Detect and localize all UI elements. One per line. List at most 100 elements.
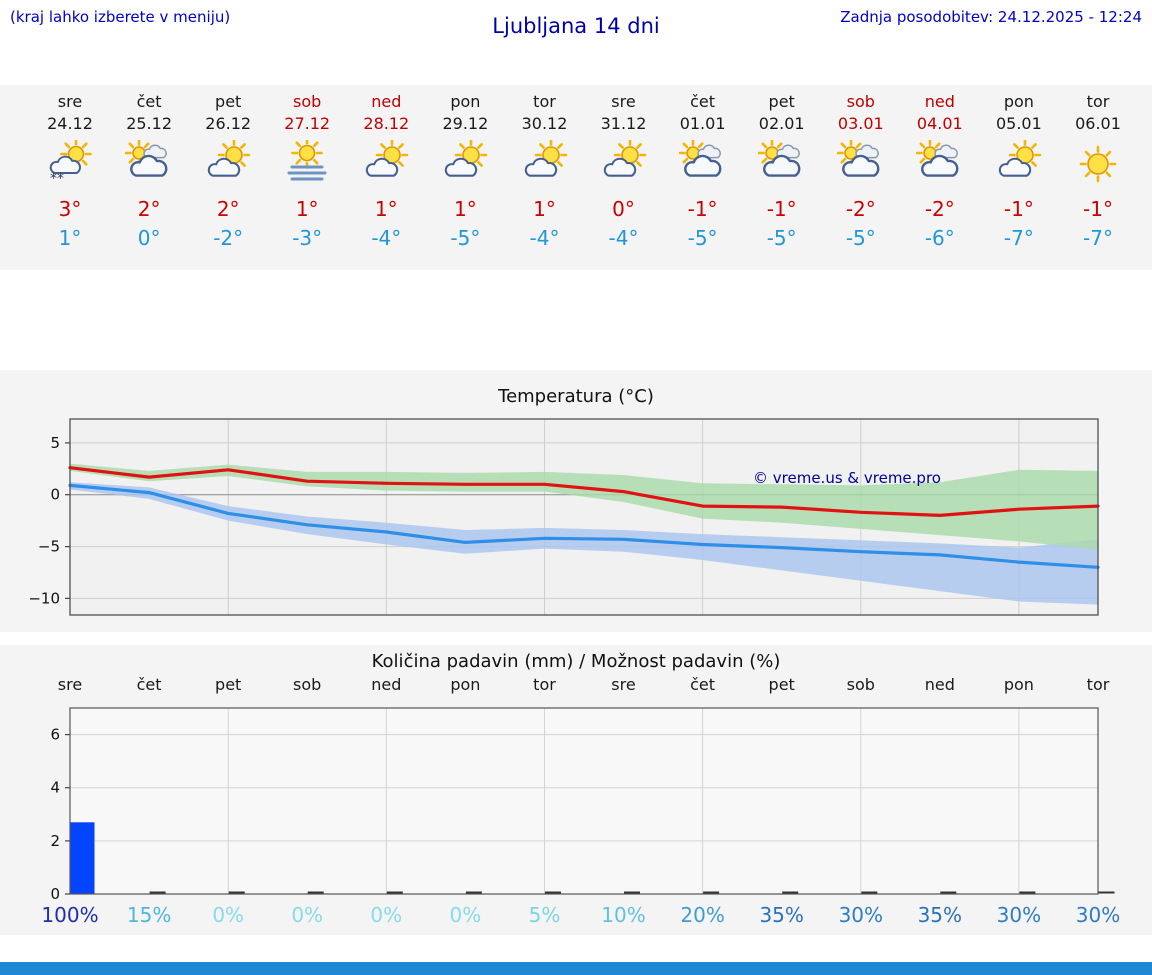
day-name: ned [924,92,955,111]
low-temperature: -5° [450,226,481,250]
temperature-section: Temperatura (°C) © vreme.us & vreme.pro 5… [0,370,1152,632]
low-temperature: -4° [608,226,639,250]
high-temperature: 1° [374,197,398,221]
high-temperature: -1° [687,197,718,221]
day-name: tor [1086,92,1110,111]
forecast-day: sre 24.12 ** 3° 1° [30,91,110,250]
low-temperature: -4° [371,226,402,250]
partly-icon [362,138,410,188]
day-name: sre [57,92,83,111]
page-title: Ljubljana 14 dni [492,14,660,38]
partly-icon [995,138,1043,188]
precip-day-label: tor [533,675,556,694]
precip-day-label: čet [690,675,716,694]
partly-icon [204,138,252,188]
day-date: 24.12 [47,114,93,133]
partly-snow-icon: ** [46,138,94,188]
forecast-day: pet 26.12 2° -2° [188,91,268,250]
day-date: 28.12 [363,114,410,133]
precip-day-label: sob [846,675,875,694]
precip-probability: 15% [126,903,172,927]
day-name: ned [371,92,402,111]
footer-bar [0,962,1152,975]
forecast-day: pon 29.12 1° -5° [425,91,505,250]
day-date: 01.01 [679,114,726,133]
max-temperature-range-band [70,463,1098,550]
precip-probability: 30% [996,903,1042,927]
high-temperature: 1° [295,197,319,221]
precip-probability: 100% [41,903,99,927]
high-temperature: -2° [845,197,876,221]
day-name: pet [215,92,242,111]
min-temperature-range-band [70,482,1098,605]
precip-ytick-label: 4 [50,779,60,797]
precip-day-label: ned [371,675,402,694]
precip-probability: 0% [212,903,245,927]
zero-precip-mark [1098,891,1115,894]
day-name: čet [690,92,716,111]
zero-precip-mark [386,891,403,894]
temp-ytick-label: −5 [38,538,60,556]
forecast-day: sre 31.12 0° -4° [584,91,664,250]
high-temperature: 2° [137,197,161,221]
forecast-day: tor 06.01 -1° -7° [1058,91,1138,250]
zero-precip-mark [703,891,720,894]
precip-probability: 0% [291,903,324,927]
precip-probability: 35% [917,903,963,927]
zero-precip-mark [545,891,561,894]
precip-day-label: pon [450,675,481,694]
precip-ytick-label: 2 [50,832,60,850]
day-date: 04.01 [916,114,963,133]
forecast-day: pet 02.01 -1° -5° [742,91,822,250]
low-temperature: -7° [1003,226,1034,250]
forecast-day: tor 30.12 1° -4° [505,91,585,250]
precipitation-chart-title: Količina padavin (mm) / Možnost padavin … [371,651,781,672]
partly-icon [441,138,489,188]
forecast-day: čet 01.01 -1° -5° [663,91,743,250]
precip-day-label: pet [215,675,242,694]
max-temperature-line [68,466,1100,518]
zero-precip-mark [307,891,324,894]
precip-day-label: sre [611,675,636,694]
day-date: 03.01 [837,114,884,133]
partly-icon [600,138,648,188]
mostly-cloudy-icon [836,138,885,188]
day-name: pet [768,92,795,111]
day-date: 02.01 [758,114,805,133]
zero-precip-mark [782,891,799,894]
high-temperature: 3° [58,197,82,221]
day-date: 26.12 [205,114,252,133]
forecast-day: sob 27.12 1° -3° [267,91,347,250]
precip-probability: 30% [838,903,884,927]
low-temperature: -5° [687,226,718,250]
zero-precip-mark [228,891,245,894]
day-name: pon [1003,92,1034,111]
precip-day-label: pet [768,675,795,694]
day-name: sob [293,92,322,111]
forecast-day: sob 03.01 -2° -5° [821,91,901,250]
low-temperature: -7° [1083,226,1113,250]
precip-probability: 0% [370,903,403,927]
precipitation-chart: 0 2 4 6 [0,700,1152,903]
precip-probability: 35% [759,903,804,927]
low-temperature: -2° [213,226,244,250]
precip-probability: 30% [1075,903,1121,927]
precip-probability: 10% [601,903,646,927]
high-temperature: 1° [454,197,477,221]
day-date: 27.12 [284,114,331,133]
precip-probability-row: 100% 15% 0% 0% 0% 0% 5% 10% 20% 35% 30% 35% 30% 30% [0,903,1152,931]
day-date: 29.12 [442,114,489,133]
menu-hint: (kraj lahko izberete v meniju) [10,8,231,26]
mostly-cloudy-icon [915,138,964,188]
precip-day-label: sob [293,675,322,694]
temp-ytick-label: 5 [50,434,60,452]
precip-probability: 0% [449,903,482,927]
watermark: © vreme.us & vreme.pro [753,469,941,487]
day-date: 05.01 [995,114,1042,133]
min-temperature-line [68,483,1100,569]
high-temperature: -1° [1083,197,1113,221]
low-temperature: -6° [924,226,955,250]
precip-probability: 20% [680,903,725,927]
zero-precip-mark [149,891,166,894]
high-temperature: 0° [612,197,635,221]
